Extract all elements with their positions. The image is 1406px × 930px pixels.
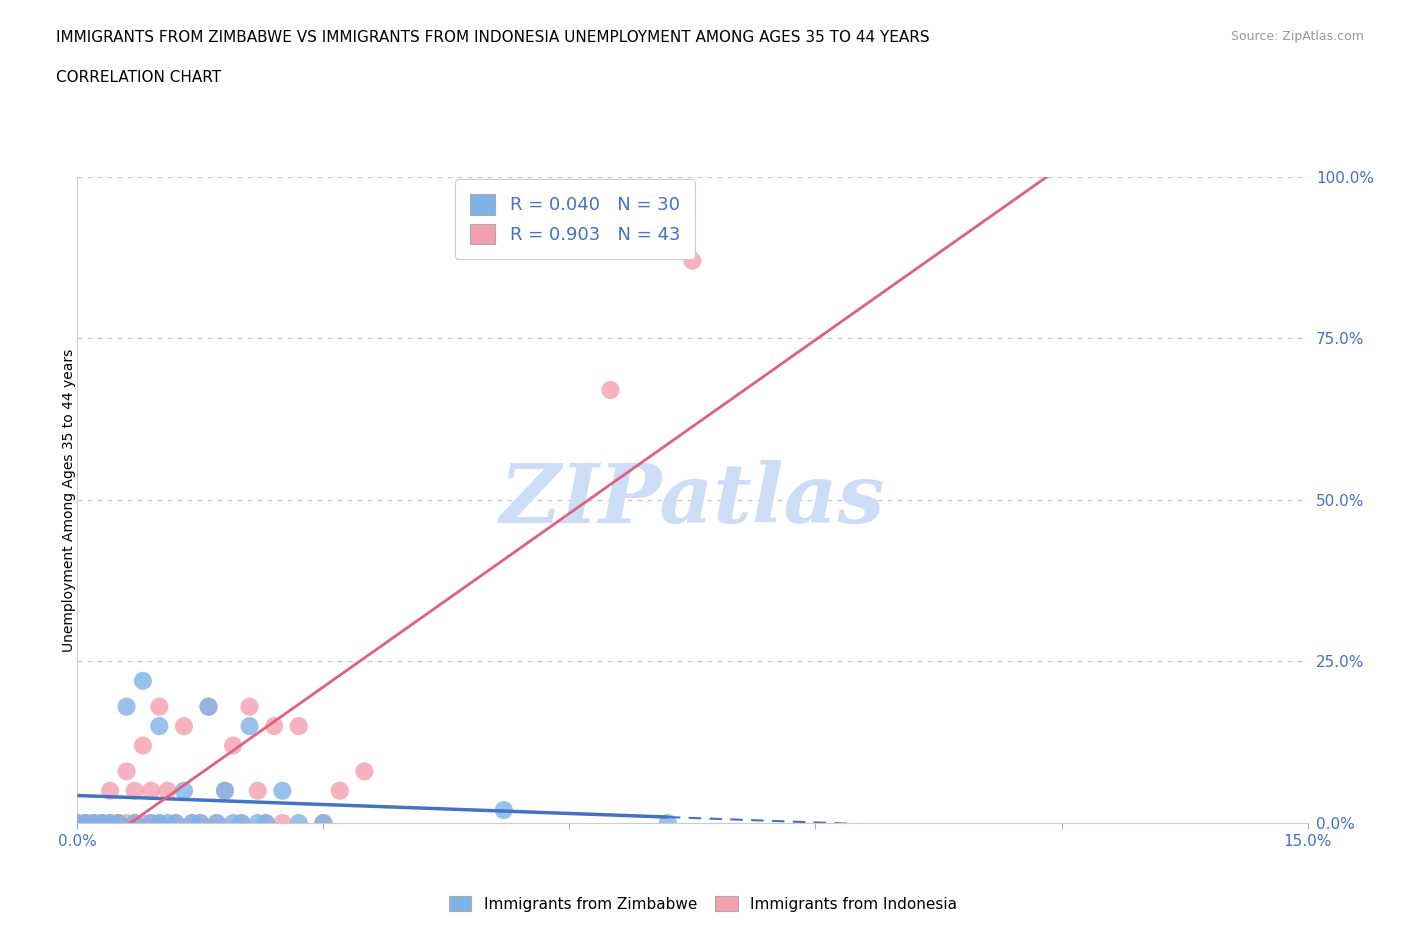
Point — [197, 699, 219, 714]
Point — [107, 816, 129, 830]
Point — [141, 816, 163, 830]
Point — [83, 816, 105, 830]
Point — [492, 803, 515, 817]
Point — [214, 783, 236, 798]
Point — [90, 816, 114, 830]
Point — [246, 816, 269, 830]
Point — [107, 816, 129, 830]
Point — [98, 816, 121, 830]
Point — [188, 816, 212, 830]
Point — [329, 783, 352, 798]
Point — [98, 816, 121, 830]
Point — [288, 816, 311, 830]
Text: Source: ZipAtlas.com: Source: ZipAtlas.com — [1230, 30, 1364, 43]
Point — [239, 719, 262, 734]
Point — [682, 253, 704, 268]
Point — [115, 816, 138, 830]
Point — [83, 816, 105, 830]
Point — [66, 816, 89, 830]
Point — [90, 816, 114, 830]
Point — [165, 816, 187, 830]
Text: ZIPatlas: ZIPatlas — [499, 459, 886, 540]
Point — [205, 816, 228, 830]
Point — [254, 816, 277, 830]
Point — [353, 764, 375, 778]
Point — [188, 816, 212, 830]
Point — [141, 783, 163, 798]
Point — [107, 816, 129, 830]
Point — [132, 816, 155, 830]
Point — [156, 783, 179, 798]
Point — [148, 816, 170, 830]
Point — [263, 719, 285, 734]
Text: CORRELATION CHART: CORRELATION CHART — [56, 70, 221, 85]
Point — [165, 816, 187, 830]
Point — [124, 816, 146, 830]
Point — [148, 699, 170, 714]
Point — [231, 816, 253, 830]
Y-axis label: Unemployment Among Ages 35 to 44 years: Unemployment Among Ages 35 to 44 years — [62, 348, 76, 652]
Text: IMMIGRANTS FROM ZIMBABWE VS IMMIGRANTS FROM INDONESIA UNEMPLOYMENT AMONG AGES 35: IMMIGRANTS FROM ZIMBABWE VS IMMIGRANTS F… — [56, 30, 929, 45]
Legend: R = 0.040   N = 30, R = 0.903   N = 43: R = 0.040 N = 30, R = 0.903 N = 43 — [456, 179, 695, 259]
Point — [599, 382, 621, 397]
Point — [75, 816, 97, 830]
Point — [312, 816, 335, 830]
Point — [156, 816, 179, 830]
Point — [173, 719, 195, 734]
Point — [124, 783, 146, 798]
Point — [271, 783, 294, 798]
Legend: Immigrants from Zimbabwe, Immigrants from Indonesia: Immigrants from Zimbabwe, Immigrants fro… — [443, 889, 963, 918]
Point — [214, 783, 236, 798]
Point — [231, 816, 253, 830]
Point — [115, 699, 138, 714]
Point — [83, 816, 105, 830]
Point — [66, 816, 89, 830]
Point — [271, 816, 294, 830]
Point — [148, 719, 170, 734]
Point — [98, 783, 121, 798]
Point — [222, 738, 245, 753]
Point — [246, 783, 269, 798]
Point — [312, 816, 335, 830]
Point — [197, 699, 219, 714]
Point — [181, 816, 204, 830]
Point — [124, 816, 146, 830]
Point — [181, 816, 204, 830]
Point — [205, 816, 228, 830]
Point — [288, 719, 311, 734]
Point — [132, 673, 155, 688]
Point — [141, 816, 163, 830]
Point — [222, 816, 245, 830]
Point — [657, 816, 679, 830]
Point — [132, 738, 155, 753]
Point — [239, 699, 262, 714]
Point — [90, 816, 114, 830]
Point — [75, 816, 97, 830]
Point — [75, 816, 97, 830]
Point — [254, 816, 277, 830]
Point — [148, 816, 170, 830]
Point — [173, 783, 195, 798]
Point — [66, 816, 89, 830]
Point — [115, 764, 138, 778]
